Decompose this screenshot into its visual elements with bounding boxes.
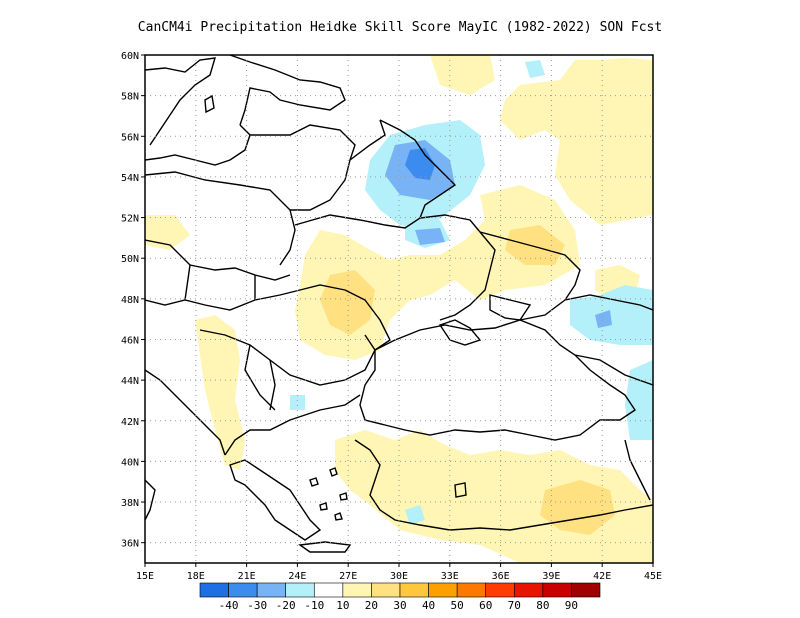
negative-region-small-1 xyxy=(290,395,305,410)
colorbar: -40 -30 -20 -10 10 20 30 40 50 60 70 80 90 xyxy=(199,582,601,612)
lat-tick-label: 60N xyxy=(121,51,139,62)
colorbar-swatch xyxy=(285,582,315,598)
lon-tick-label: 33E xyxy=(441,571,459,582)
italy-coast xyxy=(145,479,156,521)
lat-tick-label: 46N xyxy=(121,335,139,346)
colorbar-label: -20 xyxy=(276,599,296,612)
lon-tick-label: 21E xyxy=(238,571,256,582)
moderate-positive-central xyxy=(320,270,375,335)
colorbar-swatch xyxy=(571,582,601,598)
colorbar-label: -30 xyxy=(247,599,267,612)
coastlines-and-borders xyxy=(145,55,653,553)
lon-tick-label: 36E xyxy=(492,571,510,582)
finland-coast xyxy=(229,55,346,126)
lat-tick-label: 58N xyxy=(121,92,139,103)
positive-region-balkans xyxy=(195,315,245,470)
colorbar-label: 70 xyxy=(508,599,521,612)
lat-tick-label: 38N xyxy=(121,498,139,509)
hungary-romania-borders xyxy=(199,329,376,411)
lon-tick-label: 30E xyxy=(390,571,408,582)
colorbar-swatch xyxy=(256,582,287,598)
colorbar-label: 90 xyxy=(565,599,578,612)
colorbar-label: 10 xyxy=(336,599,349,612)
lat-tick-label: 36N xyxy=(121,539,139,550)
negative-region-east xyxy=(570,285,653,345)
crimea xyxy=(438,319,482,346)
baltic-coast xyxy=(145,124,251,166)
colorbar-swatch xyxy=(513,582,544,598)
negative-region-southeast xyxy=(625,360,653,440)
turkey-coast xyxy=(354,439,653,531)
central-europe-borders xyxy=(145,239,346,311)
colorbar-swatch xyxy=(342,582,372,598)
negative-region-small-3 xyxy=(525,60,545,78)
black-sea-coast xyxy=(359,319,636,441)
moderate-positive-east xyxy=(505,225,565,265)
colorbar-swatch xyxy=(428,582,458,598)
lon-tick-label: 42E xyxy=(593,571,611,582)
colorbar-label: 20 xyxy=(365,599,378,612)
lon-tick-label: 45E xyxy=(644,571,662,582)
lat-tick-label: 52N xyxy=(121,214,139,225)
lon-tick-label: 24E xyxy=(288,571,306,582)
lat-tick-label: 40N xyxy=(121,457,139,468)
belarus-border xyxy=(290,119,386,211)
baltic-states-border xyxy=(250,124,356,161)
colorbar-label: 40 xyxy=(422,599,435,612)
crete xyxy=(298,541,352,553)
lon-tick-label: 18E xyxy=(187,571,205,582)
colorbar-label: 60 xyxy=(479,599,492,612)
colorbar-swatch xyxy=(199,582,229,598)
balkan-borders xyxy=(224,359,361,456)
map-title: CanCM4i Precipitation Heidke Skill Score… xyxy=(137,20,663,35)
caucasus-border xyxy=(519,294,653,386)
lat-tick-label: 44N xyxy=(121,376,139,387)
lat-tick-label: 50N xyxy=(121,254,139,265)
scandinavia-coast xyxy=(145,57,216,146)
moldova-border xyxy=(344,289,391,351)
strongest-negative-core xyxy=(405,148,435,180)
turkey-interior-border xyxy=(624,439,651,501)
lat-tick-label: 42N xyxy=(121,417,139,428)
lat-tick-label: 48N xyxy=(121,295,139,306)
colorbar-label: -40 xyxy=(219,599,239,612)
colorbar-swatch xyxy=(456,582,487,598)
colorbar-swatch xyxy=(371,582,401,598)
colorbar-swatch xyxy=(313,582,344,598)
colorbar-label: 50 xyxy=(451,599,464,612)
strong-negative-small xyxy=(415,228,445,245)
latitude-ticks: 60N 58N 56N 54N 52N 50N 48N 46N 44N 42N 40N 38N 36N xyxy=(121,51,145,550)
colorbar-swatch xyxy=(485,582,515,598)
positive-region-northeast xyxy=(500,58,653,225)
strong-negative-east xyxy=(595,310,612,328)
poland-border xyxy=(145,171,296,266)
positive-region-west xyxy=(145,215,190,250)
longitude-ticks: 15E 18E 21E 24E 27E 30E 33E 36E 39E 42E 45E xyxy=(136,563,662,582)
positive-region-north xyxy=(430,55,495,95)
lat-tick-label: 56N xyxy=(121,132,139,143)
aegean-islands xyxy=(309,467,467,521)
russia-west-border xyxy=(379,119,457,219)
colorbar-label: -10 xyxy=(304,599,324,612)
lon-tick-label: 27E xyxy=(339,571,357,582)
ukraine-north-border xyxy=(294,214,481,233)
lon-tick-label: 39E xyxy=(542,571,560,582)
lon-tick-label: 15E xyxy=(136,571,154,582)
ukraine-east-border xyxy=(439,231,496,321)
colorbar-swatch xyxy=(228,582,258,598)
gotland-island xyxy=(204,94,215,114)
colorbar-swatch xyxy=(399,582,429,598)
colorbar-swatch xyxy=(542,582,572,598)
colorbar-label: 30 xyxy=(393,599,406,612)
greece-coast xyxy=(229,459,322,541)
skill-score-field xyxy=(145,55,653,563)
colorbar-label: 80 xyxy=(536,599,549,612)
lat-tick-label: 54N xyxy=(121,173,139,184)
russia-ukraine-east xyxy=(479,231,581,301)
negative-region-small-2 xyxy=(405,505,425,525)
